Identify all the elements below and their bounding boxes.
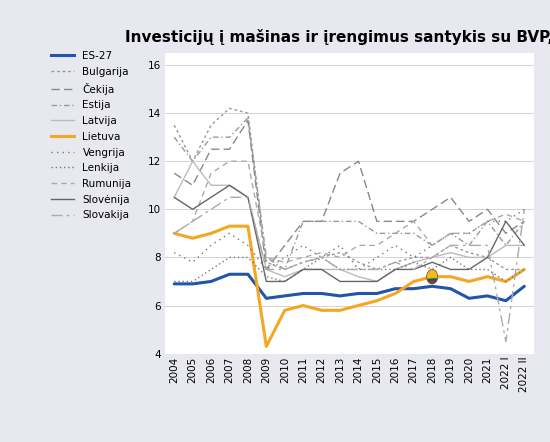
Title: Investicijų į mašinas ir įrengimus santykis su BVP, %: Investicijų į mašinas ir įrengimus santy… [125,29,550,45]
Wedge shape [427,270,438,277]
Circle shape [427,270,438,284]
Bar [427,282,438,284]
Bar [427,279,438,284]
Legend: ES-27, Bulgarija, Čekija, Estija, Latvija, Lietuva, Vengrija, Lenkija, Rumunija,: ES-27, Bulgarija, Čekija, Estija, Latvij… [47,47,136,225]
